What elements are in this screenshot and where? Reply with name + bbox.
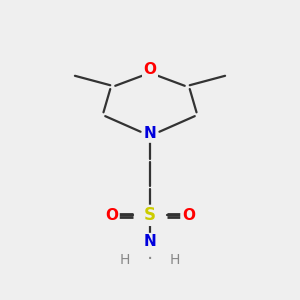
Text: O: O (182, 208, 195, 223)
Text: H: H (170, 253, 180, 266)
Text: O: O (143, 61, 157, 76)
Text: N: N (144, 126, 156, 141)
Text: N: N (144, 234, 156, 249)
Text: ·: · (147, 250, 153, 269)
Text: S: S (144, 206, 156, 224)
Text: H: H (120, 253, 130, 266)
Text: O: O (105, 208, 118, 223)
